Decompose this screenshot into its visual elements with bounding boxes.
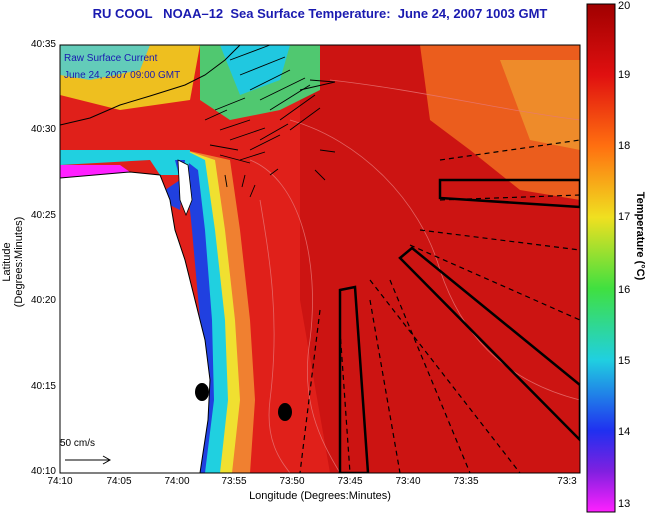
y-tick: 40:15 (30, 381, 56, 392)
x-tick: 74:00 (164, 476, 190, 487)
x-tick: 74:10 (47, 476, 73, 487)
colorbar-tick: 17 (618, 211, 631, 223)
colorbar-tick: 16 (618, 284, 631, 296)
colorbar-title: Temperature (°C) (634, 191, 646, 281)
x-tick: 73:40 (395, 476, 421, 487)
y-tick: 40:35 (30, 39, 56, 50)
x-axis-label: Longitude (Degrees:Minutes) (249, 490, 391, 502)
x-tick: 74:05 (106, 476, 132, 487)
station-marker (278, 403, 292, 421)
scale-arrow (65, 455, 112, 465)
colorbar-tick: 14 (618, 426, 631, 438)
land-new-jersey (60, 172, 210, 473)
scale-label: 50 cm/s (60, 438, 96, 449)
coastline (60, 171, 211, 473)
colorbar-tick: 13 (618, 498, 631, 510)
map-title: RU COOL NOAA–12 Sea Surface Temperature:… (92, 6, 548, 21)
x-tick: 73:35 (453, 476, 479, 487)
sampling-boxes (338, 178, 580, 473)
x-tick: 73:3 (557, 476, 577, 487)
x-tick: 73:50 (279, 476, 305, 487)
x-tick: 73:45 (337, 476, 363, 487)
current-vectors (204, 45, 336, 198)
colorbar-tick: 15 (618, 355, 631, 367)
y-tick: 40:25 (30, 210, 56, 221)
colorbar-tick: 18 (618, 140, 631, 152)
sandy-hook (177, 159, 193, 217)
colorbar (586, 3, 616, 513)
current-label: Raw Surface Current (64, 53, 158, 64)
y-tick: 40:10 (30, 466, 56, 477)
colorbar-tick: 20 (618, 0, 631, 12)
y-tick: 40:30 (30, 124, 56, 135)
x-tick: 73:55 (221, 476, 247, 487)
current-timestamp: June 24, 2007 09:00 GMT (64, 70, 181, 81)
colorbar-tick: 19 (618, 69, 631, 81)
map-frame (59, 44, 581, 474)
transect-lines (299, 139, 580, 473)
y-tick: 40:20 (30, 295, 56, 306)
station-marker (195, 383, 209, 401)
